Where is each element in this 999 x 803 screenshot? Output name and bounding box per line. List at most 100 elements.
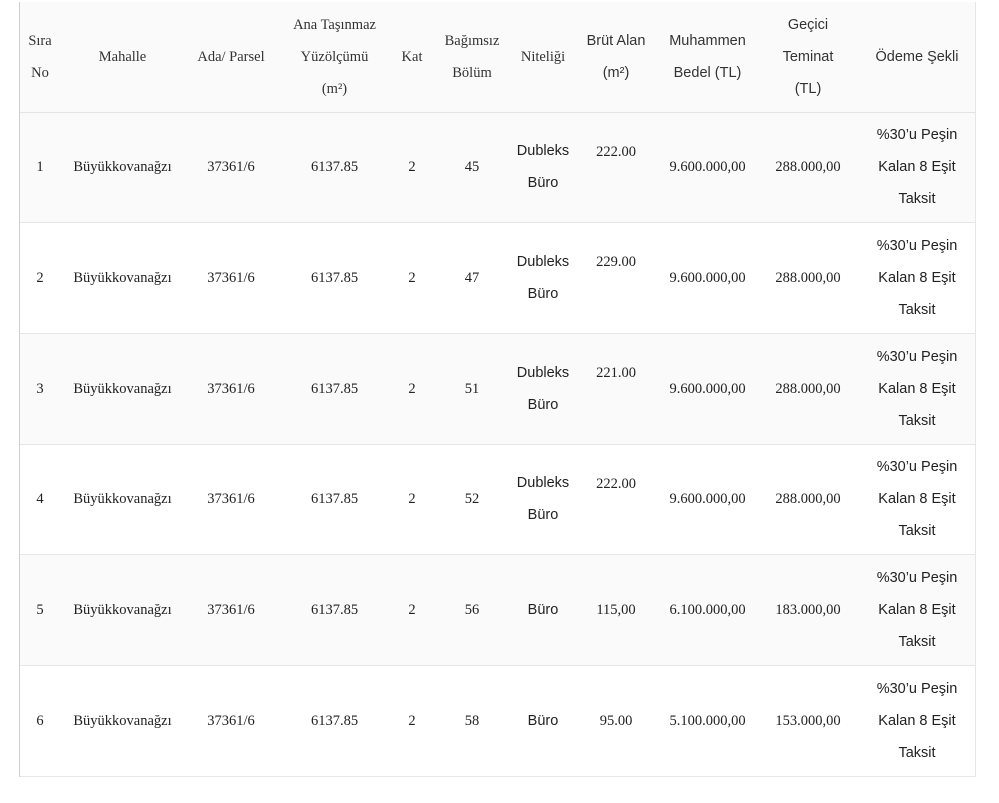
cell-gecici-teminat: 153.000,00 [757, 665, 859, 777]
cell-brut-alan: 222.00 [574, 112, 658, 224]
cell-niteligi: Dubleks Büro [512, 222, 574, 334]
table-row: 1 Büyükkovanağzı 37361/6 6137.85 2 45 Dubleks B… [20, 112, 975, 224]
table-header: Sıra No Mahalle Ada/ Parsel Ana Taşınmaz Y… [20, 2, 975, 113]
cell-odeme-sekli-line: %30’u Peşin [876, 680, 958, 697]
cell-brut-alan: 95.00 [574, 665, 658, 777]
cell-gecici-teminat: 288.000,00 [757, 112, 859, 224]
cell-mahalle: Büyükkovanağzı [60, 665, 185, 777]
cell-brut-alan: 229.00 [574, 222, 658, 334]
table-row: 6 Büyükkovanağzı 37361/6 6137.85 2 58 Büro 95.0… [20, 665, 975, 777]
cell-bagimsiz-bolum: 51 [432, 333, 512, 445]
cell-sira-no: 3 [20, 333, 60, 445]
cell-odeme-sekli: %30’u Peşin Kalan 8 Eşit Taksit [859, 333, 975, 445]
cell-odeme-sekli-line: Taksit [898, 634, 936, 651]
header-kat: Kat [392, 2, 432, 113]
cell-mahalle: Büyükkovanağzı [60, 112, 185, 224]
cell-yuzolcumu: 6137.85 [277, 112, 392, 224]
cell-niteligi-line: Dubleks [516, 475, 570, 492]
header-brut-alan: Brüt Alan (m²) [574, 2, 658, 113]
cell-mahalle: Büyükkovanağzı [60, 554, 185, 666]
header-row: Sıra No Mahalle Ada/ Parsel Ana Taşınmaz Y… [20, 2, 975, 113]
cell-kat: 2 [392, 333, 432, 445]
cell-ada-parsel: 37361/6 [185, 444, 277, 556]
cell-kat: 2 [392, 554, 432, 666]
cell-niteligi: Büro [512, 554, 574, 666]
header-odeme-sekli: Ödeme Şekli [859, 2, 975, 113]
cell-ada-parsel: 37361/6 [185, 333, 277, 445]
cell-odeme-sekli-line: Kalan 8 Eşit [878, 491, 956, 508]
header-line: Mahalle [98, 48, 147, 65]
cell-odeme-sekli-line: %30’u Peşin [876, 127, 958, 144]
cell-yuzolcumu: 6137.85 [277, 222, 392, 334]
cell-brut-alan: 222.00 [574, 444, 658, 556]
cell-kat: 2 [392, 665, 432, 777]
header-line: (m²) [602, 64, 630, 81]
cell-niteligi-line: Büro [527, 602, 559, 619]
cell-niteligi-line: Büro [527, 286, 559, 303]
cell-odeme-sekli: %30’u Peşin Kalan 8 Eşit Taksit [859, 554, 975, 666]
header-line: Ada/ Parsel [197, 48, 265, 65]
cell-odeme-sekli: %30’u Peşin Kalan 8 Eşit Taksit [859, 112, 975, 224]
header-yuzolcumu: Ana Taşınmaz Yüzölçümü (m²) [277, 2, 392, 113]
cell-sira-no: 4 [20, 444, 60, 556]
cell-mahalle: Büyükkovanağzı [60, 444, 185, 556]
header-bagimsiz-bolum: Bağımsız Bölüm [432, 2, 512, 113]
cell-bagimsiz-bolum: 52 [432, 444, 512, 556]
cell-odeme-sekli-line: %30’u Peşin [876, 238, 958, 255]
cell-sira-no: 1 [20, 112, 60, 224]
header-line: Bedel (TL) [673, 64, 742, 81]
header-muhammen-bedel: Muhammen Bedel (TL) [658, 2, 757, 113]
cell-gecici-teminat: 183.000,00 [757, 554, 859, 666]
cell-ada-parsel: 37361/6 [185, 112, 277, 224]
header-line: Ödeme Şekli [875, 48, 959, 65]
cell-odeme-sekli-line: %30’u Peşin [876, 459, 958, 476]
cell-muhammen-bedel: 5.100.000,00 [658, 665, 757, 777]
cell-kat: 2 [392, 222, 432, 334]
cell-odeme-sekli-line: Taksit [898, 412, 936, 429]
cell-bagimsiz-bolum: 47 [432, 222, 512, 334]
cell-odeme-sekli-line: Kalan 8 Eşit [878, 602, 956, 619]
cell-sira-no: 6 [20, 665, 60, 777]
header-line: Teminat [782, 48, 834, 65]
cell-yuzolcumu: 6137.85 [277, 554, 392, 666]
header-line: Ana Taşınmaz [293, 16, 376, 33]
cell-mahalle: Büyükkovanağzı [60, 333, 185, 445]
cell-brut-alan: 221.00 [574, 333, 658, 445]
cell-gecici-teminat: 288.000,00 [757, 333, 859, 445]
cell-sira-no: 2 [20, 222, 60, 334]
table-row: 3 Büyükkovanağzı 37361/6 6137.85 2 51 Dubleks B… [20, 333, 975, 445]
cell-niteligi-line: Büro [527, 396, 559, 413]
cell-niteligi-line: Büro [527, 507, 559, 524]
cell-niteligi: Dubleks Büro [512, 112, 574, 224]
property-table-container: Sıra No Mahalle Ada/ Parsel Ana Taşınmaz Y… [19, 2, 976, 777]
header-line: Bağımsız [444, 32, 500, 49]
cell-muhammen-bedel: 9.600.000,00 [658, 333, 757, 445]
cell-odeme-sekli-line: %30’u Peşin [876, 348, 958, 365]
cell-odeme-sekli-line: Kalan 8 Eşit [878, 159, 956, 176]
header-mahalle: Mahalle [60, 2, 185, 113]
header-line: Brüt Alan [586, 32, 646, 49]
header-niteligi: Niteliği [512, 2, 574, 113]
header-line: Niteliği [520, 48, 566, 65]
table-row: 2 Büyükkovanağzı 37361/6 6137.85 2 47 Dubleks B… [20, 222, 975, 334]
cell-niteligi-line: Büro [527, 175, 559, 192]
table-body: 1 Büyükkovanağzı 37361/6 6137.85 2 45 Dubleks B… [20, 112, 975, 777]
property-auction-table: Sıra No Mahalle Ada/ Parsel Ana Taşınmaz Y… [20, 2, 975, 777]
header-line: No [31, 64, 49, 81]
cell-yuzolcumu: 6137.85 [277, 665, 392, 777]
header-ada-parsel: Ada/ Parsel [185, 2, 277, 113]
cell-sira-no: 5 [20, 554, 60, 666]
cell-niteligi: Büro [512, 665, 574, 777]
cell-muhammen-bedel: 9.600.000,00 [658, 112, 757, 224]
header-line: Yüzölçümü [300, 48, 369, 65]
cell-odeme-sekli-line: Kalan 8 Eşit [878, 270, 956, 287]
header-line: (m²) [321, 80, 348, 97]
cell-niteligi-line: Dubleks [516, 254, 570, 271]
header-line: Muhammen [669, 32, 746, 49]
cell-odeme-sekli-line: Taksit [898, 523, 936, 540]
cell-ada-parsel: 37361/6 [185, 554, 277, 666]
header-line: (TL) [794, 80, 822, 97]
cell-odeme-sekli-line: Kalan 8 Eşit [878, 380, 956, 397]
cell-ada-parsel: 37361/6 [185, 665, 277, 777]
cell-gecici-teminat: 288.000,00 [757, 222, 859, 334]
